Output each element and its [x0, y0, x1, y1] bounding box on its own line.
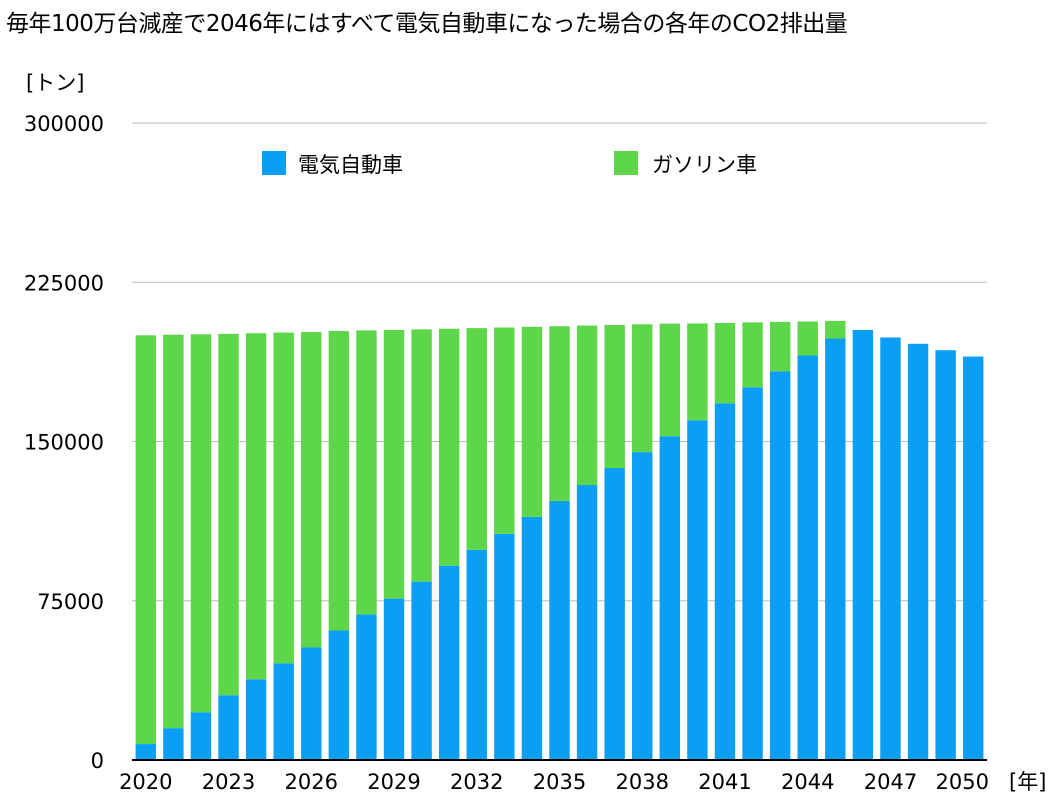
bar-ev-2024	[245, 679, 267, 760]
bar-gasoline-2030	[411, 329, 432, 582]
bar-gasoline-2026	[301, 331, 322, 648]
y-axis-unit-label: [トン]	[26, 71, 84, 95]
bar-gasoline-2040	[687, 323, 708, 421]
x-tick-label: 2020	[119, 770, 172, 794]
bar-gasoline-2024	[245, 333, 267, 680]
bar-gasoline-2020	[135, 335, 156, 745]
bar-ev-2043	[769, 371, 791, 760]
x-tick-label: 2050	[936, 770, 989, 794]
bar-gasoline-2031	[438, 328, 460, 566]
legend-swatch-gasoline	[614, 151, 638, 175]
x-tick-label: 2023	[202, 770, 255, 794]
legend-swatch-ev	[262, 151, 286, 175]
bar-gasoline-2036	[576, 325, 598, 486]
bars	[135, 320, 984, 760]
x-tick-label: 2044	[781, 770, 834, 794]
bar-gasoline-2043	[769, 321, 791, 372]
bar-gasoline-2038	[632, 324, 653, 453]
bar-ev-2048	[907, 343, 929, 760]
bar-ev-2033	[494, 533, 515, 760]
bar-gasoline-2035	[549, 326, 570, 501]
bar-ev-2031	[438, 565, 460, 760]
bar-gasoline-2023	[218, 333, 239, 696]
bar-ev-2032	[466, 549, 487, 760]
bar-ev-2030	[411, 581, 432, 760]
bar-ev-2022	[190, 712, 212, 760]
bar-gasoline-2034	[521, 326, 543, 517]
bar-gasoline-2032	[466, 328, 487, 550]
bar-gasoline-2027	[328, 331, 350, 631]
y-tick-label: 300000	[24, 112, 104, 136]
bar-gasoline-2025	[273, 332, 294, 664]
bar-gasoline-2037	[604, 324, 625, 469]
y-tick-label: 225000	[24, 271, 104, 295]
bar-ev-2028	[356, 614, 377, 760]
bar-ev-2020	[135, 744, 156, 760]
bar-ev-2046	[852, 330, 874, 760]
x-tick-label: 2029	[367, 770, 420, 794]
x-tick-label: 2047	[864, 770, 917, 794]
bar-gasoline-2042	[742, 322, 763, 388]
legend-label-gasoline: ガソリン車	[652, 153, 757, 177]
bar-ev-2036	[576, 485, 598, 760]
bar-ev-2027	[328, 630, 350, 760]
x-tick-label: 2026	[285, 770, 338, 794]
x-axis-unit-label: [年]	[1009, 770, 1046, 794]
x-tick-label: 2032	[450, 770, 503, 794]
bar-ev-2047	[880, 337, 901, 760]
bar-gasoline-2044	[797, 321, 818, 356]
x-tick-label: 2035	[533, 770, 586, 794]
axes: 300000 225000 150000 75000 0 2020 2023 2026 2029…	[24, 112, 989, 794]
bar-gasoline-2022	[190, 334, 212, 713]
chart-title: 毎年100万台減産で2046年にはすべて電気自動車になった場合の各年のCO2排出…	[6, 11, 848, 37]
y-tick-label: 75000	[37, 590, 104, 614]
bar-ev-2049	[935, 350, 956, 760]
bar-ev-2021	[163, 728, 184, 760]
bar-ev-2044	[797, 355, 818, 760]
bar-gasoline-2028	[356, 330, 377, 615]
bar-gasoline-2039	[659, 323, 681, 437]
bar-ev-2042	[742, 387, 763, 760]
bar-ev-2023	[218, 695, 239, 760]
bar-ev-2029	[383, 598, 405, 760]
bar-ev-2026	[301, 647, 322, 760]
bar-ev-2038	[632, 452, 653, 760]
bar-ev-2035	[549, 500, 570, 760]
y-tick-label: 150000	[24, 431, 104, 455]
legend: 電気自動車 ガソリン車	[262, 151, 757, 177]
bar-gasoline-2045	[825, 320, 846, 339]
bar-ev-2041	[714, 403, 736, 760]
bar-gasoline-2041	[714, 323, 736, 404]
y-tick-label: 0	[91, 749, 104, 773]
bar-gasoline-2021	[163, 334, 184, 729]
bar-ev-2040	[687, 420, 708, 760]
x-tick-label: 2041	[698, 770, 751, 794]
bar-ev-2034	[521, 516, 543, 760]
x-tick-label: 2038	[616, 770, 669, 794]
bar-ev-2025	[273, 663, 294, 760]
bar-ev-2037	[604, 468, 625, 760]
bar-gasoline-2029	[383, 330, 405, 599]
bar-ev-2045	[825, 338, 846, 760]
bar-gasoline-2033	[494, 327, 515, 534]
legend-label-ev: 電気自動車	[298, 153, 403, 177]
bar-ev-2039	[659, 436, 681, 760]
bar-ev-2050	[963, 356, 984, 760]
